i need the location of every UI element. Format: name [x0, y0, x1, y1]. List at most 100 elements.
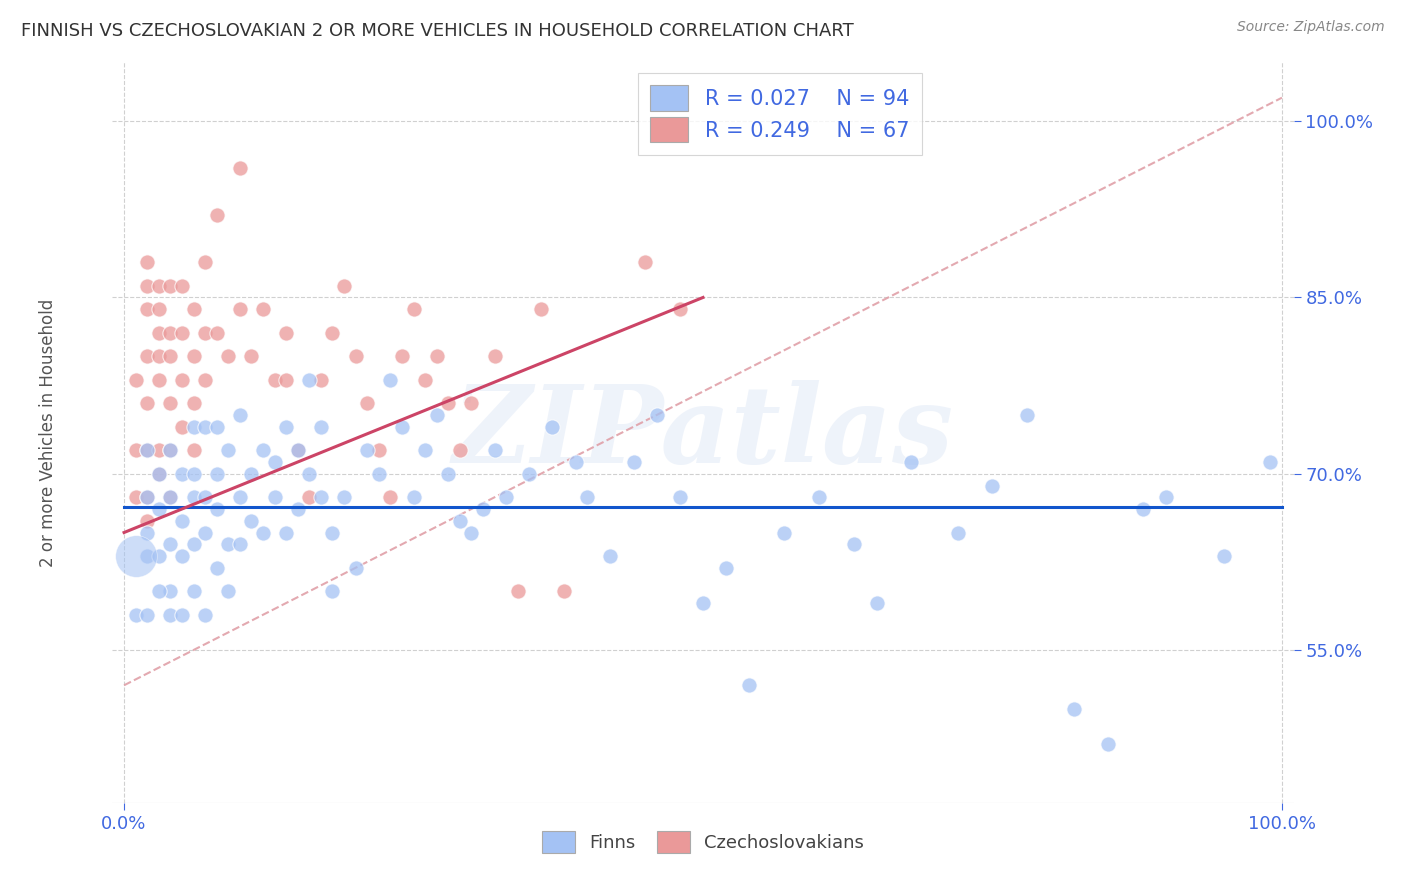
- Point: [738, 678, 761, 692]
- Point: [136, 607, 159, 622]
- Point: [391, 419, 413, 434]
- Point: [367, 443, 389, 458]
- Point: [634, 255, 657, 269]
- Point: [170, 467, 193, 481]
- Point: [773, 525, 796, 540]
- Point: [309, 373, 332, 387]
- Point: [321, 525, 343, 540]
- Point: [437, 396, 460, 410]
- Point: [426, 408, 449, 422]
- Point: [205, 502, 228, 516]
- Point: [136, 278, 159, 293]
- Point: [148, 467, 170, 481]
- Point: [460, 525, 482, 540]
- Point: [495, 490, 517, 504]
- Point: [136, 349, 159, 363]
- Point: [159, 326, 181, 340]
- Point: [159, 396, 181, 410]
- Point: [124, 549, 146, 563]
- Point: [714, 561, 737, 575]
- Text: 2 or more Vehicles in Household: 2 or more Vehicles in Household: [38, 299, 56, 566]
- Point: [692, 596, 714, 610]
- Point: [402, 490, 425, 504]
- Point: [183, 490, 205, 504]
- Point: [159, 490, 181, 504]
- Text: Source: ZipAtlas.com: Source: ZipAtlas.com: [1237, 20, 1385, 34]
- Point: [136, 490, 159, 504]
- Point: [437, 467, 460, 481]
- Point: [124, 490, 146, 504]
- Point: [148, 278, 170, 293]
- Point: [183, 396, 205, 410]
- Point: [148, 326, 170, 340]
- Text: ZIPatlas: ZIPatlas: [453, 380, 953, 485]
- Point: [194, 525, 217, 540]
- Point: [170, 373, 193, 387]
- Point: [333, 490, 356, 504]
- Point: [356, 396, 378, 410]
- Point: [205, 208, 228, 222]
- Point: [1154, 490, 1177, 504]
- Point: [981, 478, 1004, 492]
- Point: [1063, 702, 1085, 716]
- Point: [136, 443, 159, 458]
- Point: [309, 490, 332, 504]
- Point: [599, 549, 621, 563]
- Point: [205, 467, 228, 481]
- Point: [866, 596, 889, 610]
- Point: [229, 161, 252, 176]
- Text: FINNISH VS CZECHOSLOVAKIAN 2 OR MORE VEHICLES IN HOUSEHOLD CORRELATION CHART: FINNISH VS CZECHOSLOVAKIAN 2 OR MORE VEH…: [21, 22, 853, 40]
- Point: [309, 419, 332, 434]
- Point: [194, 326, 217, 340]
- Point: [183, 419, 205, 434]
- Point: [240, 514, 263, 528]
- Point: [484, 443, 506, 458]
- Point: [1132, 502, 1154, 516]
- Point: [530, 302, 553, 317]
- Point: [506, 584, 529, 599]
- Point: [183, 302, 205, 317]
- Point: [263, 373, 285, 387]
- Point: [124, 443, 146, 458]
- Legend: Finns, Czechoslovakians: Finns, Czechoslovakians: [534, 824, 872, 861]
- Point: [148, 502, 170, 516]
- Point: [183, 443, 205, 458]
- Point: [576, 490, 599, 504]
- Point: [159, 490, 181, 504]
- Point: [380, 373, 402, 387]
- Point: [136, 549, 159, 563]
- Point: [217, 584, 239, 599]
- Point: [183, 537, 205, 551]
- Point: [170, 607, 193, 622]
- Point: [170, 326, 193, 340]
- Point: [276, 525, 298, 540]
- Point: [287, 502, 309, 516]
- Point: [136, 490, 159, 504]
- Point: [645, 408, 668, 422]
- Point: [1017, 408, 1039, 422]
- Point: [159, 443, 181, 458]
- Point: [402, 302, 425, 317]
- Point: [194, 419, 217, 434]
- Point: [148, 349, 170, 363]
- Point: [333, 278, 356, 293]
- Point: [344, 561, 367, 575]
- Point: [623, 455, 645, 469]
- Point: [217, 537, 239, 551]
- Point: [183, 467, 205, 481]
- Point: [229, 408, 252, 422]
- Point: [1260, 455, 1282, 469]
- Point: [240, 349, 263, 363]
- Point: [900, 455, 922, 469]
- Point: [136, 525, 159, 540]
- Point: [517, 467, 540, 481]
- Point: [344, 349, 367, 363]
- Point: [367, 467, 389, 481]
- Point: [194, 373, 217, 387]
- Point: [298, 490, 321, 504]
- Point: [148, 467, 170, 481]
- Point: [413, 443, 436, 458]
- Point: [170, 514, 193, 528]
- Point: [276, 326, 298, 340]
- Point: [240, 467, 263, 481]
